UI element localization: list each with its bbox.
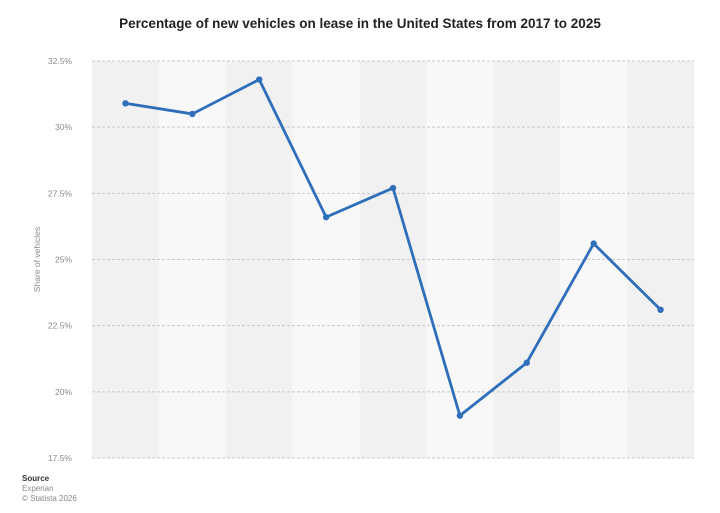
y-tick-label: 22.5% bbox=[48, 321, 73, 331]
y-tick-label: 17.5% bbox=[48, 453, 73, 463]
data-point bbox=[456, 412, 464, 419]
data-point bbox=[389, 184, 397, 192]
data-point bbox=[523, 359, 530, 366]
source-heading: Source bbox=[22, 474, 50, 483]
y-tick-label: 27.5% bbox=[48, 188, 73, 198]
y-axis-label: Share of vehicles bbox=[32, 227, 42, 292]
chart-title: Percentage of new vehicles on lease in t… bbox=[119, 16, 601, 31]
gridlines bbox=[92, 60, 694, 459]
data-point bbox=[256, 76, 263, 83]
source-name[interactable]: Experian bbox=[22, 484, 54, 493]
source-block: Source Experian © Statista 2026 bbox=[22, 474, 77, 504]
data-point bbox=[189, 110, 196, 118]
y-tick-label: 20% bbox=[55, 387, 72, 397]
data-point bbox=[122, 100, 129, 107]
copyright: © Statista 2026 bbox=[22, 494, 77, 503]
data-points bbox=[122, 76, 664, 419]
y-tick-label: 30% bbox=[55, 122, 72, 132]
data-point bbox=[657, 306, 664, 313]
data-point bbox=[590, 240, 597, 247]
y-tick-label: 32.5% bbox=[48, 56, 73, 66]
data-point bbox=[322, 213, 330, 221]
y-axis-ticks: 32.5% 30% 27.5% 25% 22.5% 20% 17.5% bbox=[48, 56, 73, 463]
y-tick-label: 25% bbox=[55, 255, 72, 265]
